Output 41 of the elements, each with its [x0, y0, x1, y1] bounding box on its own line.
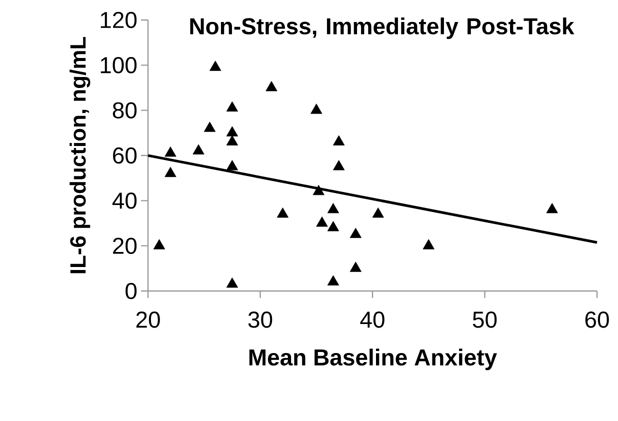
x-tick-label: 40: [360, 312, 384, 328]
y-tick-label: 100: [100, 57, 137, 74]
y-tick-label: 20: [113, 238, 137, 254]
point: [310, 104, 322, 114]
x-axis-title: Mean Baseline Anxiety: [249, 348, 497, 370]
y-axis-title: IL-6 production, ng/mL: [70, 37, 90, 274]
point: [153, 239, 166, 250]
point: [422, 239, 434, 250]
point: [333, 160, 345, 170]
point: [546, 203, 558, 214]
chart-title: Non-Stress, Immediately Post-Task: [190, 18, 574, 39]
point: [350, 262, 362, 272]
point: [327, 275, 340, 286]
x-tick-label: 30: [248, 312, 272, 328]
point: [226, 126, 238, 136]
x-tick-label: 60: [585, 312, 609, 328]
point: [204, 122, 216, 132]
point: [327, 221, 340, 232]
point: [372, 208, 384, 218]
point: [276, 208, 289, 218]
point: [333, 135, 345, 146]
point: [192, 144, 204, 154]
point: [226, 278, 238, 288]
point: [210, 60, 222, 71]
y-tick-label: 0: [126, 282, 137, 300]
point: [164, 166, 176, 178]
point: [316, 216, 328, 227]
point: [226, 101, 238, 112]
y-tick-label: 120: [100, 12, 137, 28]
point: [226, 135, 238, 146]
point: [164, 146, 176, 157]
y-tick-label: 40: [112, 192, 137, 209]
x-tick-label: 20: [136, 312, 160, 328]
x-tick-label: 50: [472, 312, 497, 328]
point: [226, 160, 238, 170]
point: [327, 203, 340, 214]
y-tick-label: 60: [113, 147, 137, 164]
point: [312, 184, 324, 196]
point: [350, 228, 362, 238]
point: [266, 81, 278, 92]
y-tick-label: 80: [112, 102, 137, 118]
